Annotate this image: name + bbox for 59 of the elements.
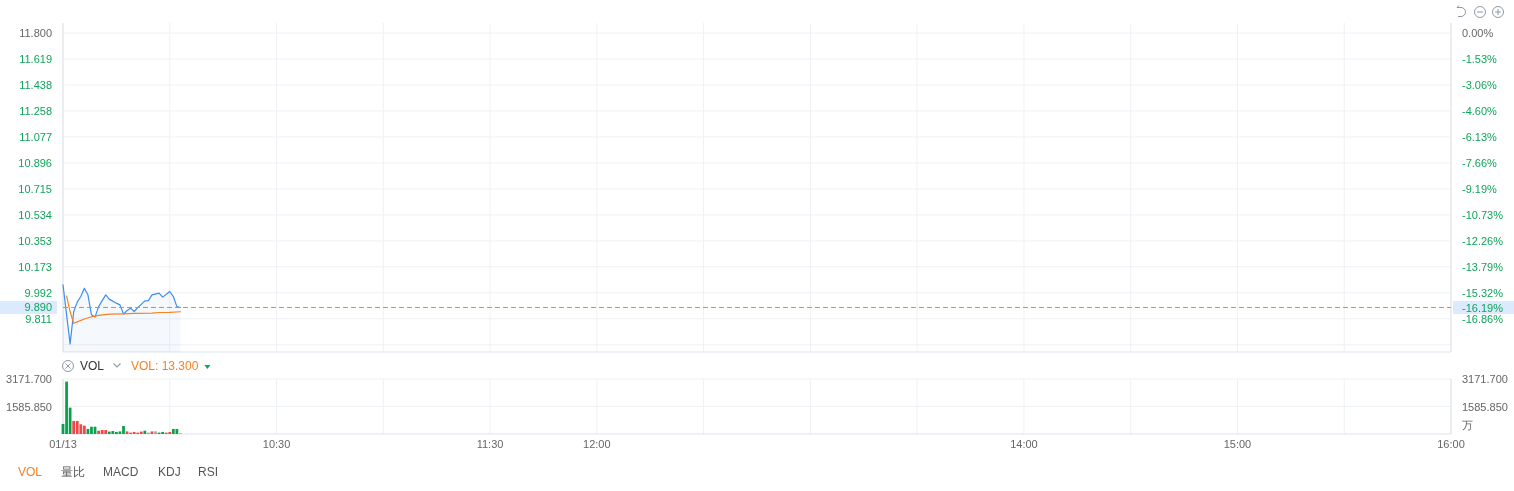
- bar: [75, 420, 79, 434]
- y-tick-label: 9.992: [24, 286, 52, 299]
- x-tick-label: 01/13: [49, 438, 77, 450]
- x-tick-label: 14:00: [1010, 438, 1038, 450]
- y-tick-label: 10.896: [18, 156, 52, 169]
- y-tick-label: 10.715: [18, 182, 52, 195]
- y-tick-label: 10.173: [18, 260, 52, 273]
- y2-tick-label: -6.13%: [1462, 130, 1498, 143]
- y2-tick-label: -3.06%: [1462, 78, 1498, 91]
- bar: [115, 431, 118, 434]
- bar: [111, 431, 115, 434]
- bar: [97, 430, 100, 434]
- y2-tick-label: 3171.700: [1462, 373, 1508, 385]
- bar: [79, 424, 83, 434]
- y2-tick-label: -13.79%: [1462, 260, 1504, 273]
- x-tick-label: 15:00: [1223, 438, 1252, 450]
- x-tick-label: 11:30: [476, 438, 504, 450]
- bar: [143, 430, 147, 434]
- y-tick-label: 11.258: [19, 104, 52, 117]
- text: VOL: 13.300: [131, 359, 199, 373]
- text: 量比: [61, 465, 85, 479]
- text: MACD: [103, 465, 139, 479]
- y2-tick-label: -16.86%: [1462, 312, 1504, 325]
- bar: [122, 426, 125, 434]
- y2-tick-label: -7.66%: [1462, 156, 1498, 169]
- y-tick-label: 11.800: [19, 27, 52, 40]
- y-tick-label: 1585.850: [6, 400, 52, 413]
- bar: [154, 431, 157, 434]
- text: VOL: [80, 359, 105, 373]
- y-tick-label: 10.534: [18, 208, 52, 221]
- y-tick-label: 11.077: [19, 130, 52, 143]
- y2-tick-label: -12.26%: [1462, 234, 1504, 247]
- text: KDJ: [158, 465, 181, 479]
- y2-tick-label: -16.19%: [1462, 301, 1504, 314]
- y-tick-label: 10.353: [18, 234, 52, 247]
- y2-tick-label: 1585.850: [1462, 400, 1508, 413]
- x-tick-label: 10:30: [262, 438, 291, 450]
- y2-tick-label: 0.00%: [1462, 27, 1494, 40]
- y2-tick-label: -4.60%: [1462, 105, 1498, 118]
- x-tick-label: 16:00: [1437, 438, 1465, 450]
- bar: [175, 428, 179, 434]
- y-tick-label: 9.811: [25, 312, 52, 325]
- x-tick-label: 12:00: [583, 438, 611, 450]
- bar: [100, 430, 104, 434]
- bar: [132, 431, 136, 434]
- y2-tick-label: -9.19%: [1462, 182, 1498, 195]
- ref-line-label: 9.890: [24, 301, 52, 314]
- text: RSI: [198, 465, 219, 479]
- y-tick-label: 11.438: [19, 79, 52, 92]
- y2-tick-label: -1.53%: [1462, 52, 1498, 65]
- bar: [72, 420, 76, 434]
- y-tick-label: 11.619: [19, 53, 52, 66]
- y2-axis-title: 万: [1462, 419, 1473, 431]
- text: VOL: [18, 465, 43, 479]
- y2-tick-label: -10.73%: [1462, 208, 1504, 221]
- bar: [90, 426, 93, 434]
- y-tick-label: 3171.700: [6, 373, 52, 385]
- bar: [82, 425, 86, 434]
- y2-tick-label: -15.32%: [1462, 286, 1504, 299]
